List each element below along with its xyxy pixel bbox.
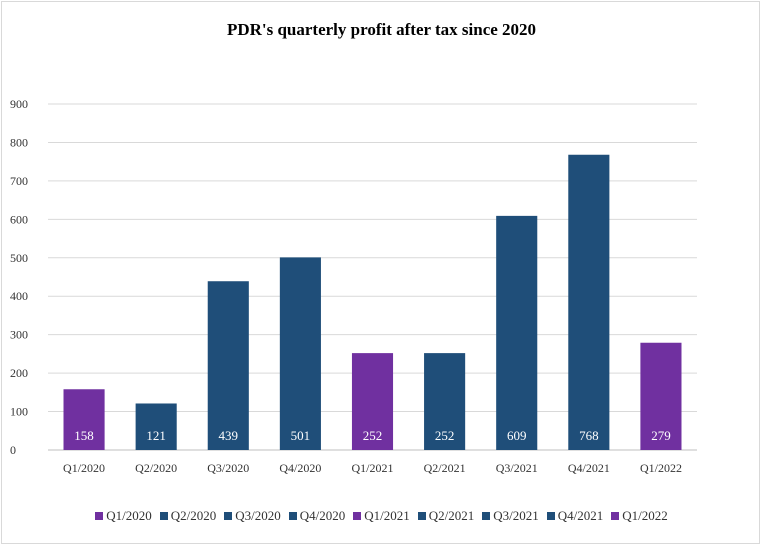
y-tick-label: 300 [10,328,28,342]
bars: 158 121 439 501 252 252 609 768 279 [63,154,682,450]
data-label: 252 [363,428,383,443]
x-tick-label: Q4/2021 [568,461,610,475]
bar [424,353,466,450]
legend-swatch [546,512,555,520]
legend-label: Q4/2021 [557,508,604,523]
legend-swatch [353,512,362,520]
y-tick-label: 900 [10,97,28,111]
bar [207,281,249,450]
bar [279,257,321,450]
x-tick-label: Q2/2021 [424,461,466,475]
legend-item: Q1/2021 [353,508,410,524]
legend-swatch [482,512,491,520]
x-tick-label: Q3/2020 [207,461,249,475]
bar [568,154,610,450]
bar [496,215,538,450]
y-tick-label: 200 [10,366,28,380]
x-tick-label: Q1/2020 [63,461,105,475]
bar [640,342,682,450]
x-tick-label: Q2/2020 [135,461,177,475]
legend-label: Q2/2020 [170,508,217,523]
y-tick-label: 600 [10,212,28,226]
chart-title: PDR's quarterly profit after tax since 2… [226,20,537,39]
legend-item: Q4/2021 [546,508,604,524]
bar [135,403,177,450]
bar [351,353,394,450]
y-tick-label: 100 [10,405,28,419]
data-label: 252 [435,428,455,443]
data-label: 121 [146,428,166,443]
legend-item: Q2/2020 [159,508,217,524]
y-tick-label: 500 [10,251,28,265]
data-label: 158 [74,428,94,443]
legend: Q1/2020 Q2/2020 Q3/2020 Q4/2020 Q1/2021 Q2/20… [0,508,763,524]
data-label: 501 [291,428,311,443]
legend-swatch [288,512,297,520]
y-tick-label: 800 [10,135,28,149]
x-tick-label: Q1/2022 [640,461,682,475]
legend-label: Q2/2021 [428,508,475,523]
x-axis: Q1/2020 Q2/2020 Q3/2020 Q4/2020 Q1/2021 Q2/20… [63,461,682,475]
legend-swatch [159,512,168,520]
y-tick-label: 400 [10,289,28,303]
legend-item: Q3/2020 [224,508,281,524]
legend-item: Q4/2020 [288,508,346,524]
y-tick-label: 700 [10,174,28,188]
legend-item: Q1/2020 [95,508,152,524]
bar [63,389,105,450]
y-tick-label: 0 [10,443,16,457]
legend-item: Q3/2021 [482,508,539,524]
legend-swatch [417,512,426,520]
x-tick-label: Q1/2021 [352,461,394,475]
data-label: 439 [219,428,239,443]
legend-label: Q1/2020 [106,508,152,523]
legend-swatch [224,512,233,520]
x-tick-label: Q4/2020 [279,461,321,475]
legend-item: Q2/2021 [417,508,475,524]
legend-label: Q3/2021 [493,508,539,523]
legend-label: Q3/2020 [235,508,281,523]
data-label: 768 [579,428,599,443]
legend-item: Q1/2022 [611,508,668,524]
legend-label: Q1/2022 [622,508,668,523]
x-tick-label: Q3/2021 [496,461,538,475]
y-axis: 0 100 200 300 400 500 600 700 800 900 [10,97,28,457]
legend-swatch [95,512,104,520]
data-label: 609 [507,428,527,443]
legend-label: Q1/2021 [364,508,410,523]
legend-swatch [611,512,620,520]
data-label: 279 [651,428,671,443]
legend-label: Q4/2020 [299,508,346,523]
